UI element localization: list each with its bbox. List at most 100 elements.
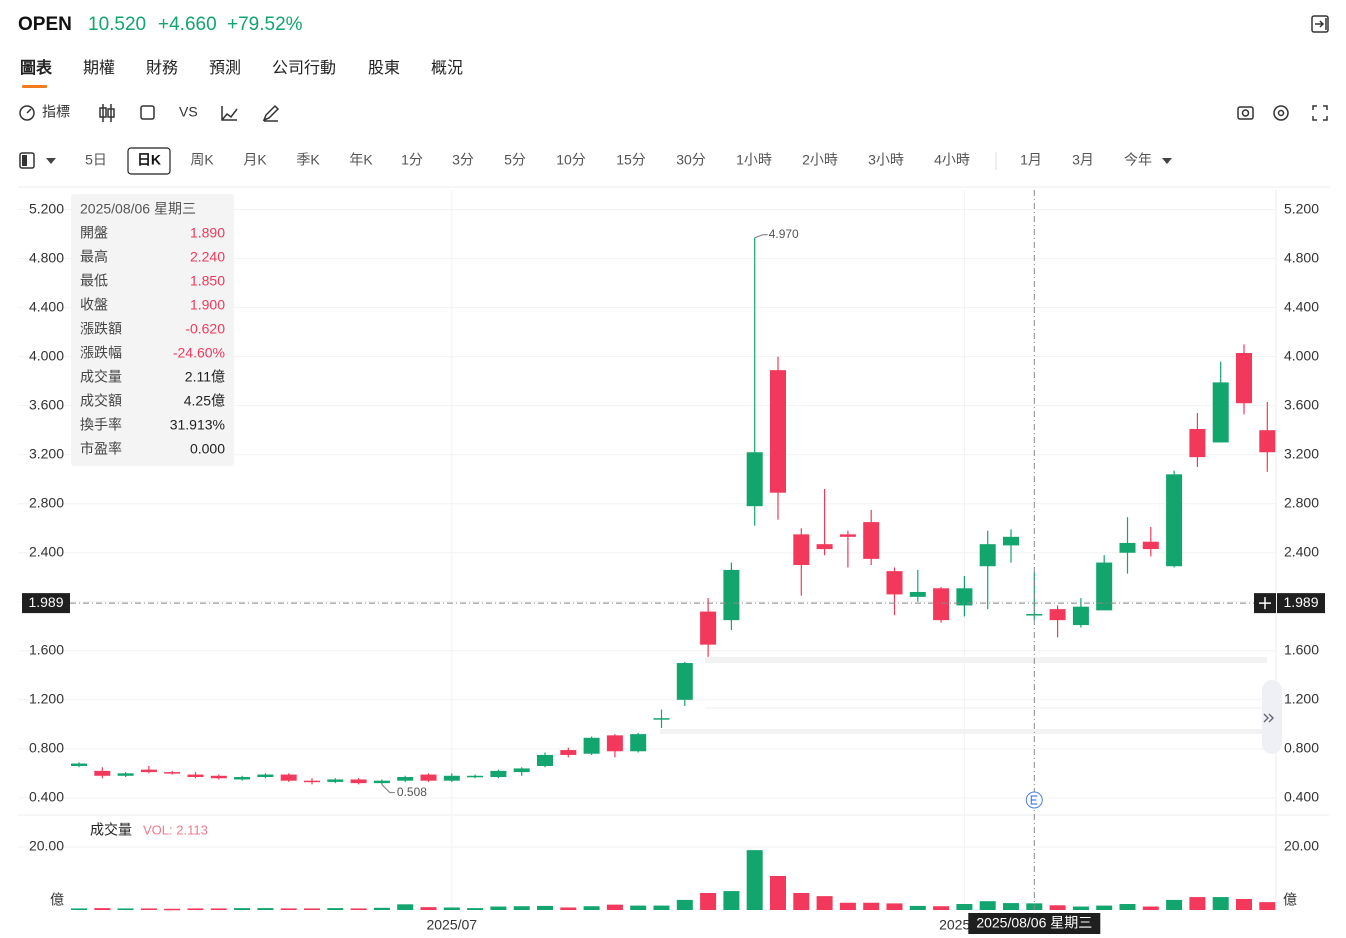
candle-body — [1236, 352, 1252, 404]
volume-bar — [420, 907, 437, 910]
candle-body — [956, 588, 973, 606]
side-handle-arrow[interactable] — [1263, 713, 1274, 723]
candle-body — [863, 522, 880, 559]
shape-icon[interactable] — [140, 105, 155, 120]
y-tick-label: 4.400 — [29, 298, 64, 314]
settings-icon[interactable] — [1273, 105, 1289, 121]
candle-body — [886, 571, 903, 595]
volume-bar — [513, 906, 530, 910]
volume-bar — [1072, 906, 1089, 910]
period[interactable]: 5分 — [504, 152, 526, 168]
tab-underline — [22, 85, 47, 88]
fullscreen-icon[interactable] — [1312, 105, 1328, 121]
y-tick-label-right: 3.600 — [1284, 396, 1319, 412]
candle-body — [117, 773, 134, 776]
period[interactable]: 今年 — [1124, 152, 1152, 168]
exit-icon[interactable] — [1311, 15, 1329, 33]
crosshair-label: 1.989 — [28, 594, 63, 610]
period[interactable]: 1月 — [1020, 152, 1042, 168]
vol-label: VOL: 2.113 — [143, 822, 208, 837]
candle-body — [280, 774, 297, 781]
candle-body — [1189, 428, 1206, 458]
tooltip-label: 最高 — [80, 249, 108, 265]
tab[interactable]: 期權 — [83, 59, 115, 77]
draw-icon[interactable] — [221, 106, 238, 121]
y-tick-label: 0.400 — [29, 789, 64, 805]
volume-bar — [234, 908, 251, 910]
candle-body — [164, 772, 181, 774]
crosshair-label-right: 1.989 — [1283, 594, 1318, 610]
candle-body — [513, 768, 530, 773]
y-tick-label-right: 1.200 — [1284, 691, 1319, 707]
candle-body — [327, 779, 344, 782]
period[interactable]: 5日 — [85, 152, 107, 168]
candle-body — [537, 754, 553, 766]
period[interactable]: 季K — [296, 152, 320, 168]
pen-icon[interactable] — [262, 104, 280, 122]
y-tick-label-right: 0.400 — [1284, 789, 1319, 805]
candle-body — [490, 770, 507, 778]
tooltip-label: 最低 — [80, 273, 108, 289]
y-tick-label-right: 2.400 — [1284, 543, 1319, 559]
volume-bar — [304, 908, 320, 910]
period[interactable]: 1分 — [401, 152, 423, 168]
volume-bar — [210, 908, 227, 910]
volume-bar — [71, 908, 87, 910]
volume-bar — [350, 908, 367, 910]
tab[interactable]: 概況 — [431, 59, 463, 77]
period[interactable]: 周K — [190, 152, 214, 168]
tab[interactable]: 財務 — [146, 59, 178, 77]
earnings-marker-e — [1030, 795, 1038, 805]
tooltip-value: 2.240 — [190, 249, 225, 265]
price-band — [705, 657, 1267, 663]
period[interactable]: 3分 — [452, 152, 474, 168]
volume-bar — [723, 891, 740, 910]
candle-icon[interactable] — [99, 104, 115, 122]
y-tick-label-right: 3.200 — [1284, 445, 1319, 461]
period[interactable]: 月K — [243, 152, 267, 168]
candle-body — [933, 588, 950, 621]
tooltip-label: 漲跌額 — [80, 321, 122, 337]
volume-bar — [117, 908, 134, 910]
candle-body — [1003, 536, 1019, 546]
crosshair-plus[interactable] — [1259, 597, 1271, 610]
candle-body — [234, 777, 251, 780]
period[interactable]: 年K — [349, 152, 373, 168]
period[interactable]: 1小時 — [736, 152, 772, 168]
tab[interactable]: 圖表 — [20, 58, 53, 77]
y-tick-label: 2.800 — [29, 494, 64, 510]
period[interactable]: 10分 — [556, 152, 586, 168]
period[interactable]: 3月 — [1072, 152, 1094, 168]
indicator-icon[interactable] — [19, 105, 35, 121]
period[interactable]: 日K — [137, 152, 161, 168]
annotation-leader — [381, 784, 395, 794]
tab[interactable]: 公司行動 — [272, 59, 336, 77]
period[interactable]: 2小時 — [802, 152, 838, 168]
volume-bar — [94, 908, 111, 910]
panel-icon[interactable] — [19, 152, 56, 169]
y-tick-label: 1.600 — [29, 641, 64, 657]
volume-bar — [467, 908, 484, 910]
candle-body — [723, 569, 740, 621]
volume-bar — [1236, 898, 1252, 910]
candle-body — [816, 544, 833, 550]
tab[interactable]: 預測 — [209, 59, 241, 77]
period[interactable]: 3小時 — [868, 152, 904, 168]
volume-bar — [280, 908, 297, 910]
toolbar-label[interactable]: VS — [179, 104, 198, 120]
dropdown-arrow[interactable] — [1162, 158, 1172, 164]
camera-icon[interactable] — [1237, 106, 1254, 120]
period[interactable]: 30分 — [676, 152, 706, 168]
candle-body — [1166, 474, 1183, 567]
toolbar-label[interactable]: 指標 — [42, 104, 70, 120]
tooltip-value: -24.60% — [173, 345, 225, 361]
candle-body — [1096, 562, 1113, 611]
tab[interactable]: 股東 — [368, 59, 400, 77]
tooltip-value: 4.25億 — [184, 393, 225, 409]
period[interactable]: 15分 — [616, 152, 646, 168]
change-pct: +79.52% — [227, 14, 303, 35]
candle-body — [304, 780, 320, 783]
volume-bar — [187, 908, 204, 910]
period[interactable]: 4小時 — [934, 152, 970, 168]
